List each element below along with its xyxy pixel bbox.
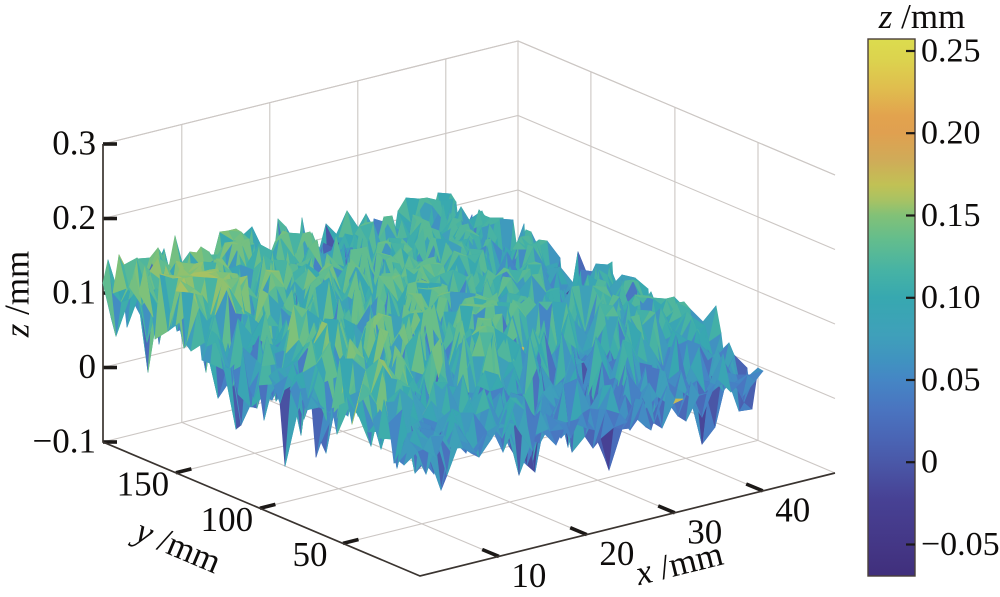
svg-text:0.2: 0.2 <box>52 198 96 237</box>
svg-text:x /mm: x /mm <box>631 534 727 593</box>
svg-text:100: 100 <box>201 500 254 539</box>
svg-text:150: 150 <box>117 464 170 503</box>
svg-text:20: 20 <box>599 534 634 573</box>
svg-text:10: 10 <box>511 556 546 595</box>
svg-text:z /mm: z /mm <box>878 0 966 36</box>
svg-text:0.25: 0.25 <box>921 32 981 69</box>
svg-text:z /mm: z /mm <box>0 251 37 339</box>
svg-text:30: 30 <box>687 512 722 551</box>
svg-text:0: 0 <box>921 444 938 481</box>
svg-text:0.10: 0.10 <box>921 279 981 316</box>
svg-text:0.05: 0.05 <box>921 361 981 398</box>
svg-text:0.3: 0.3 <box>52 124 96 163</box>
svg-text:40: 40 <box>775 491 810 530</box>
svg-text:0.15: 0.15 <box>921 197 981 234</box>
svg-text:−0.1: −0.1 <box>33 422 97 461</box>
svg-text:50: 50 <box>292 535 327 574</box>
svg-text:0.1: 0.1 <box>52 273 96 312</box>
svg-text:−0.05: −0.05 <box>921 526 1000 563</box>
svg-text:0.20: 0.20 <box>921 115 981 152</box>
svg-text:0: 0 <box>79 347 97 386</box>
